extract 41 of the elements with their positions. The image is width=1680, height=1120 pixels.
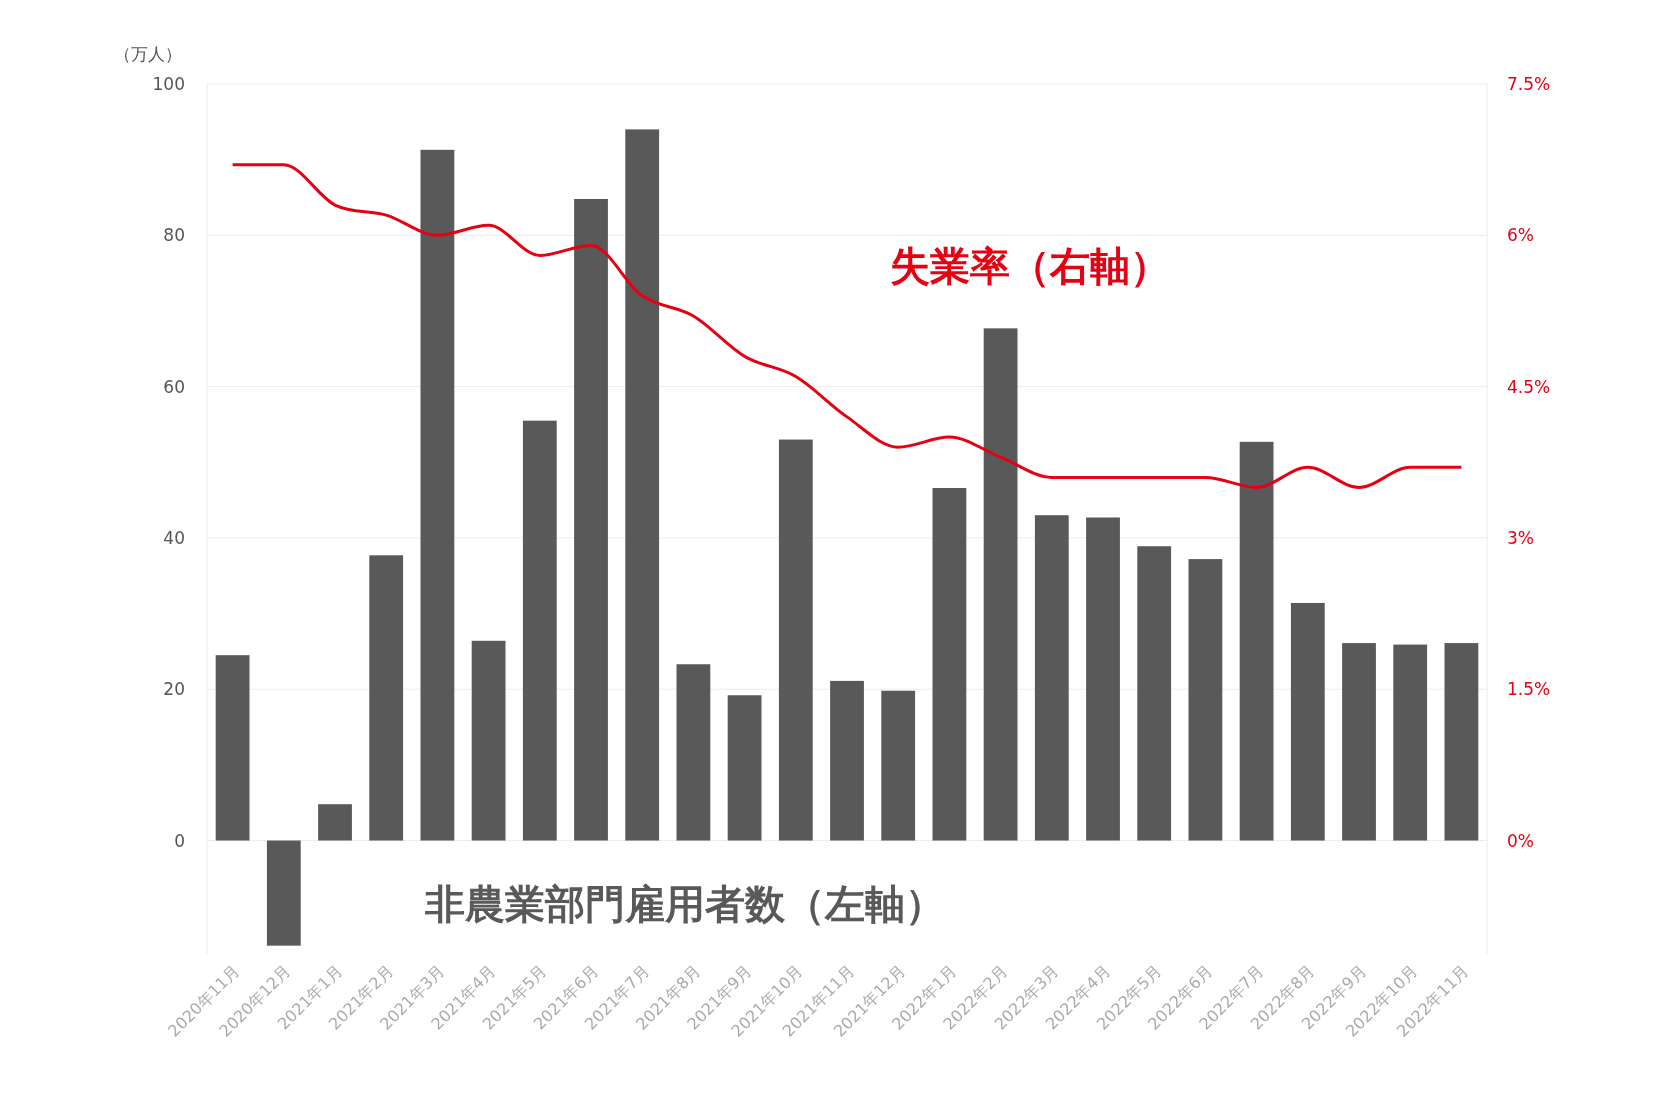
bar [1444,643,1479,841]
y2-tick-label: 7.5% [1507,74,1551,94]
y2-tick-label: 4.5% [1507,376,1551,397]
bar [1393,644,1428,841]
y-tick-label: 0 [174,830,185,851]
series-label: 非農業部門雇用者数（左軸） [424,881,945,927]
bar [625,129,660,841]
bar [1086,517,1120,841]
bar [1239,441,1274,841]
text: 失業率（右軸） [890,243,1170,289]
bar [727,695,762,841]
y2-tick-label: 6% [1507,225,1534,246]
bar [1188,559,1223,841]
bar [1137,546,1172,841]
bar [471,640,506,841]
bar [983,328,1018,841]
bar [676,664,711,841]
y-tick-label: 60 [163,376,185,397]
bar [1342,643,1376,841]
y2-tick-label: 3% [1507,527,1534,548]
bar [420,149,455,841]
y-axis-title: （万人） [114,44,182,64]
y-tick-label: 20 [163,679,185,700]
bar [1034,515,1069,841]
bar [778,439,813,841]
bar [522,420,557,841]
line-series [231,163,1463,489]
bar [215,655,250,841]
y2-tick-label: 1.5% [1507,679,1551,700]
y-tick-label: 80 [163,225,185,246]
bar [932,487,967,841]
bar [830,680,864,841]
bar [1290,602,1325,841]
bar [881,690,916,841]
bar [369,555,404,841]
y2-tick-label: 0% [1507,830,1534,851]
y-tick-label: 40 [163,527,185,548]
bar [318,804,352,841]
bar [574,198,608,841]
y-tick-label: 100 [152,74,185,94]
bar [266,840,301,946]
